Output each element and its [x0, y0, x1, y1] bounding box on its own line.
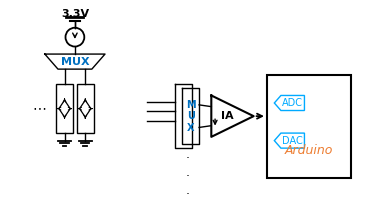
Text: 3.3V: 3.3V	[61, 9, 89, 19]
Bar	[77, 84, 94, 133]
Text: IA: IA	[221, 111, 234, 121]
Text: DAC: DAC	[282, 136, 303, 146]
Text: Arduino: Arduino	[285, 143, 333, 157]
Bar	[56, 84, 73, 133]
Text: ⋯: ⋯	[32, 102, 46, 116]
Text: ·
·
·: · · ·	[186, 152, 190, 201]
Bar	[267, 75, 352, 178]
Text: M
U
X: M U X	[186, 100, 196, 133]
Text: ADC: ADC	[282, 98, 303, 108]
Polygon shape	[274, 95, 304, 111]
Polygon shape	[274, 133, 304, 148]
Text: MUX: MUX	[61, 57, 89, 67]
